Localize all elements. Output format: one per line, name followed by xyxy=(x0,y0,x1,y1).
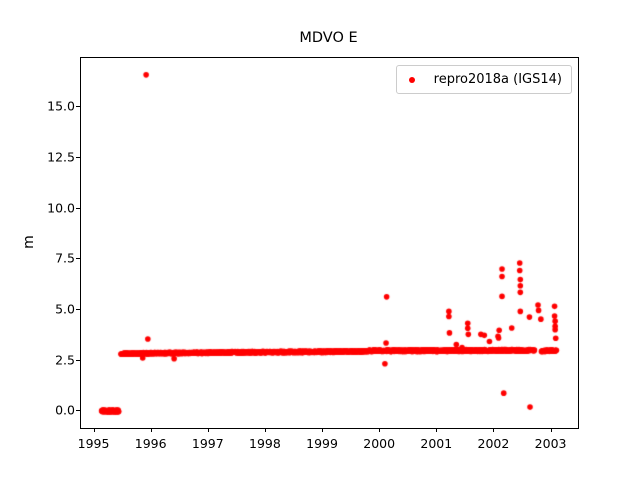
plot-area: repro2018a (IGS14) 1995 1996 1997 1998 1999 2… xyxy=(47,57,579,451)
x-tick xyxy=(436,428,438,432)
x-tick xyxy=(93,428,95,432)
x-tick-label: 2003 xyxy=(534,436,567,451)
y-axis-label: m xyxy=(21,235,37,249)
x-tick-label: 2002 xyxy=(477,436,510,451)
x-tick-label: 1995 xyxy=(77,436,110,451)
y-tick-label: 10.0 xyxy=(47,200,75,216)
x-tick-label: 1999 xyxy=(306,436,338,451)
legend-marker-dot-icon xyxy=(408,76,415,83)
y-tick xyxy=(76,258,80,260)
chart-title: MDVO E xyxy=(299,30,358,46)
legend: repro2018a (IGS14) xyxy=(395,65,572,94)
y-tick-label: 5.0 xyxy=(55,301,75,317)
x-tick xyxy=(493,428,495,432)
x-tick xyxy=(379,428,381,432)
x-tick-label: 1996 xyxy=(134,436,167,451)
y-tick xyxy=(76,207,80,209)
y-tick xyxy=(76,359,80,361)
x-tick-label: 1998 xyxy=(249,436,281,451)
y-tick xyxy=(76,156,80,158)
scatter-plot-canvas xyxy=(81,58,578,428)
x-tick xyxy=(264,428,266,432)
x-tick xyxy=(550,428,552,432)
x-tick-label: 1997 xyxy=(191,436,224,451)
y-tick xyxy=(76,308,80,310)
y-tick xyxy=(76,106,80,108)
y-tick-label: 7.5 xyxy=(55,250,75,266)
y-tick-label: 12.5 xyxy=(47,149,75,165)
y-tick-label: 2.5 xyxy=(55,352,75,368)
x-tick xyxy=(207,428,209,432)
y-tick xyxy=(76,410,80,412)
legend-label: repro2018a (IGS14) xyxy=(433,72,562,87)
y-tick-label: 0.0 xyxy=(55,402,75,418)
x-tick xyxy=(322,428,324,432)
x-tick-label: 2000 xyxy=(363,436,396,451)
y-tick-label: 15.0 xyxy=(47,98,75,114)
x-tick xyxy=(150,428,152,432)
x-tick-label: 2001 xyxy=(420,436,453,451)
